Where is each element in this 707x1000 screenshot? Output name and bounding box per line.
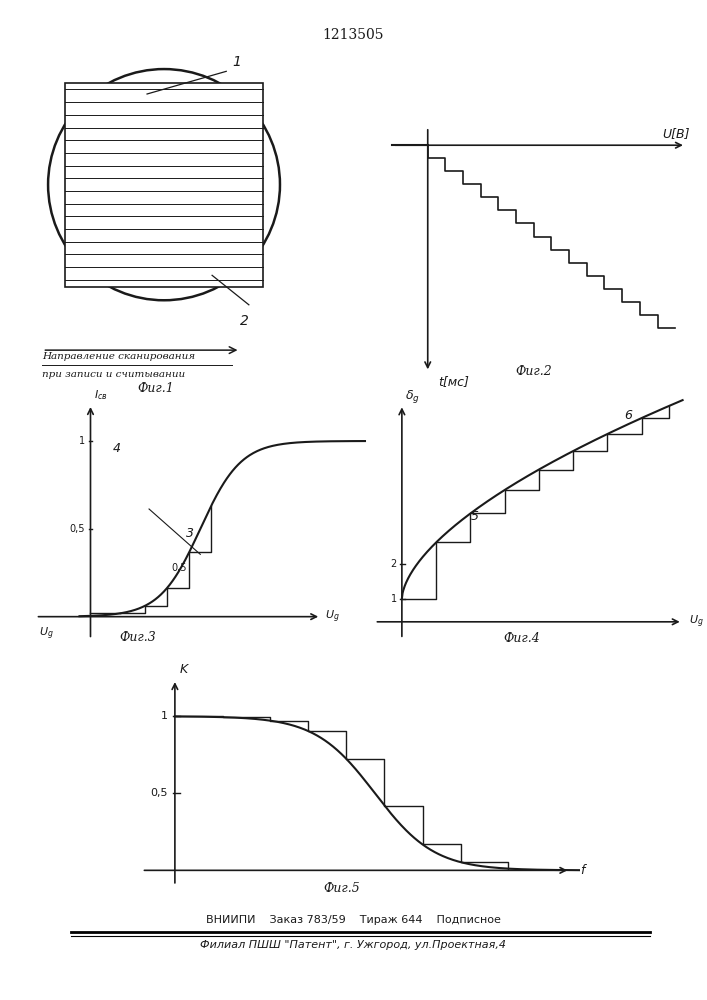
- Text: Направление сканирования: Направление сканирования: [42, 352, 196, 361]
- Bar: [65, 83, 263, 287]
- Text: 4: 4: [112, 442, 120, 455]
- Text: t[мс]: t[мс]: [438, 375, 469, 388]
- Text: при записи и считывании: при записи и считывании: [42, 370, 185, 379]
- Text: Фиг.4: Фиг.4: [503, 632, 540, 645]
- Text: 6: 6: [624, 409, 632, 422]
- Text: $U_g$: $U_g$: [325, 608, 339, 625]
- Text: U[В]: U[В]: [662, 127, 689, 140]
- Text: $\delta_g$: $\delta_g$: [405, 388, 420, 405]
- Text: 1: 1: [232, 55, 241, 69]
- Text: 1: 1: [160, 711, 168, 721]
- Text: 2: 2: [390, 559, 397, 569]
- Text: 5: 5: [470, 510, 479, 523]
- Text: Фиг.2: Фиг.2: [515, 365, 552, 378]
- Text: Фиг.1: Фиг.1: [137, 382, 174, 395]
- Text: 1: 1: [390, 594, 397, 604]
- Text: 3: 3: [186, 527, 194, 540]
- Text: 0,5: 0,5: [171, 563, 187, 573]
- Text: Филиал ПШШ "Патент", г. Ужгород, ул.Проектная,4: Филиал ПШШ "Патент", г. Ужгород, ул.Прое…: [201, 940, 506, 950]
- Text: f: f: [580, 864, 584, 877]
- Text: $I_{св}$: $I_{св}$: [94, 388, 108, 402]
- Text: 1213505: 1213505: [323, 28, 384, 42]
- Text: $U_g$: $U_g$: [40, 626, 54, 642]
- Text: $U_g$: $U_g$: [689, 614, 704, 630]
- Text: 0,5: 0,5: [69, 524, 85, 534]
- Text: ВНИИПИ    Заказ 783/59    Тираж 644    Подписное: ВНИИПИ Заказ 783/59 Тираж 644 Подписное: [206, 915, 501, 925]
- Text: 1: 1: [79, 436, 85, 446]
- Text: K: K: [180, 663, 188, 676]
- Text: Фиг.5: Фиг.5: [323, 882, 360, 895]
- Text: 2: 2: [240, 314, 250, 328]
- Text: Фиг.3: Фиг.3: [119, 631, 156, 644]
- Text: 0,5: 0,5: [151, 788, 168, 798]
